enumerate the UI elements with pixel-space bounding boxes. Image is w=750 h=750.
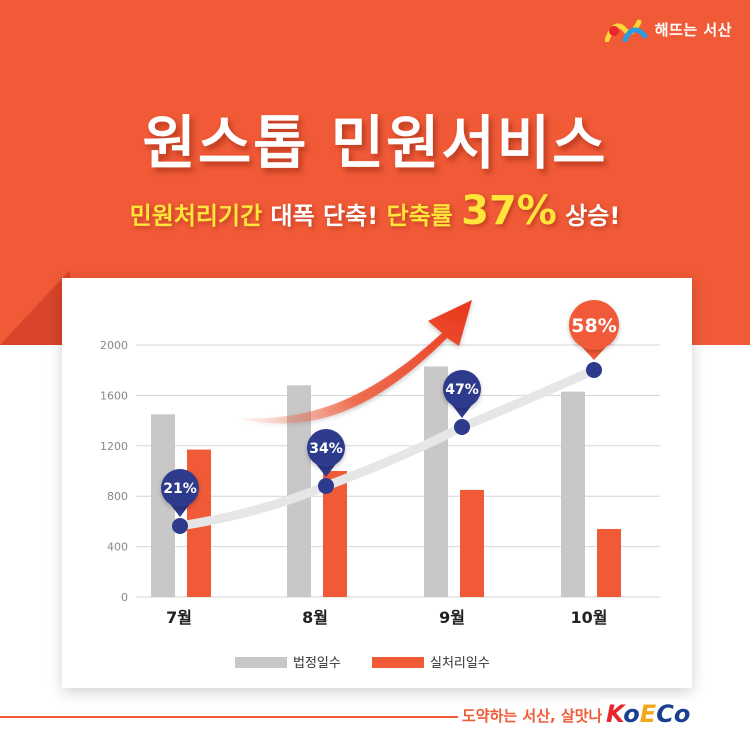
legend-label-actual: 실처리일수 [430,656,490,671]
bar-legal [561,391,585,597]
bar-legal [151,414,175,597]
rate-pin [307,429,345,467]
subtitle: 민원처리기간 대폭 단축! 단축률 37% 상승! [0,188,750,234]
growth-arrow [237,300,472,424]
bar-actual [460,489,484,597]
trend-point [454,419,470,435]
subtitle-rate-label: 단축률 [386,202,453,230]
y-tick-label: 0 [121,591,128,604]
y-tick-label: 1600 [100,389,128,402]
chart-card: 0 400 800 1200 1600 2000 21% 34% 47% 58% 7월 8월 9월 1… [62,278,692,688]
rate-pin-tail [451,404,473,418]
bar-actual [597,528,621,597]
trend-point [586,362,602,378]
y-tick-label: 800 [107,490,128,503]
subtitle-reduction: 대폭 단축! [270,202,379,230]
rate-label: 34% [309,441,343,457]
x-tick-label: 9월 [439,608,465,627]
koeco-logo: KoECo [602,700,695,728]
subtitle-rise: 상승! [565,202,621,230]
rate-label: 58% [571,315,616,337]
footer-divider [0,716,458,718]
page-title: 원스톱 민원서비스 [142,109,608,177]
rate-label: 21% [163,481,197,497]
city-logo: 해뜨는 서산 [604,16,732,42]
trend-point [172,518,188,534]
logo-text: 해뜨는 서산 [654,20,732,39]
subtitle-percent: 37% [461,188,557,234]
rate-pin [443,370,481,408]
x-tick-label: 10월 [571,608,608,627]
sunrise-logo-icon [604,19,648,42]
rate-pin [161,469,199,507]
bar-chart: 0 400 800 1200 1600 2000 21% 34% 47% 58% 7월 8월 9월 1… [100,300,660,671]
y-tick-label: 2000 [100,339,128,352]
legend-label-legal: 법정일수 [293,656,341,671]
y-tick-label: 400 [107,541,128,554]
legend-swatch-legal [235,657,287,668]
y-tick-label: 1200 [100,440,128,453]
trend-point [318,478,334,494]
x-tick-label: 8월 [302,608,328,627]
rate-pin-tail [315,463,337,477]
subtitle-period: 민원처리기간 [129,202,263,230]
x-tick-label: 7월 [166,608,192,627]
bar-legal [424,366,448,597]
rate-pin [569,300,619,350]
rate-label: 47% [445,382,479,398]
legend-swatch-actual [372,657,424,668]
rate-pin-tail [169,503,191,517]
trend-line [175,365,599,531]
